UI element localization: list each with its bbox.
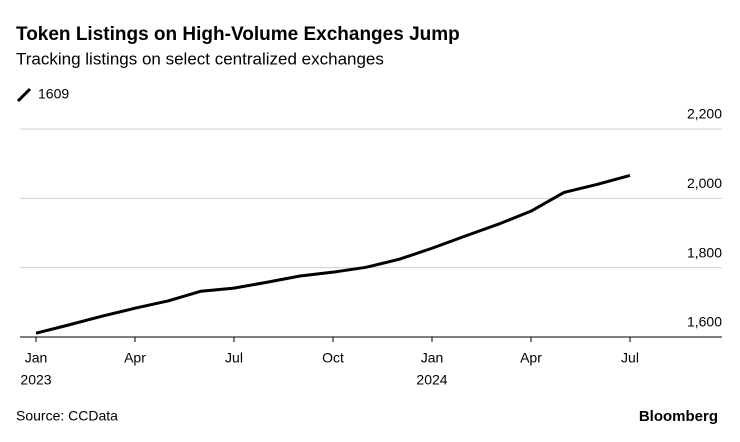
y-tick-label: 1,600 xyxy=(687,314,722,330)
legend-label: 1609 xyxy=(38,86,69,102)
x-tick-label: Jul xyxy=(621,350,639,366)
chart-subtitle: Tracking listings on select centralized … xyxy=(16,49,384,68)
x-tick-label: Apr xyxy=(124,350,146,366)
source: Source: CCData xyxy=(16,408,118,424)
x-tick-label: Jul xyxy=(225,350,243,366)
chart-title: Token Listings on High-Volume Exchanges … xyxy=(16,24,460,45)
series-line xyxy=(35,174,631,335)
legend-swatch xyxy=(16,87,32,103)
x-tick-year: 2024 xyxy=(416,372,447,388)
x-tick-year: 2023 xyxy=(20,372,51,388)
y-tick-label: 1,800 xyxy=(687,244,722,260)
x-tick-label: Oct xyxy=(322,350,344,366)
x-tick-label: Apr xyxy=(520,350,542,366)
x-tick-label: Jan xyxy=(421,350,444,366)
x-tick-label: Jan xyxy=(25,350,48,366)
y-tick-label: 2,000 xyxy=(687,175,722,191)
brand: Bloomberg xyxy=(639,408,718,425)
y-tick-label: 2,200 xyxy=(687,106,722,122)
